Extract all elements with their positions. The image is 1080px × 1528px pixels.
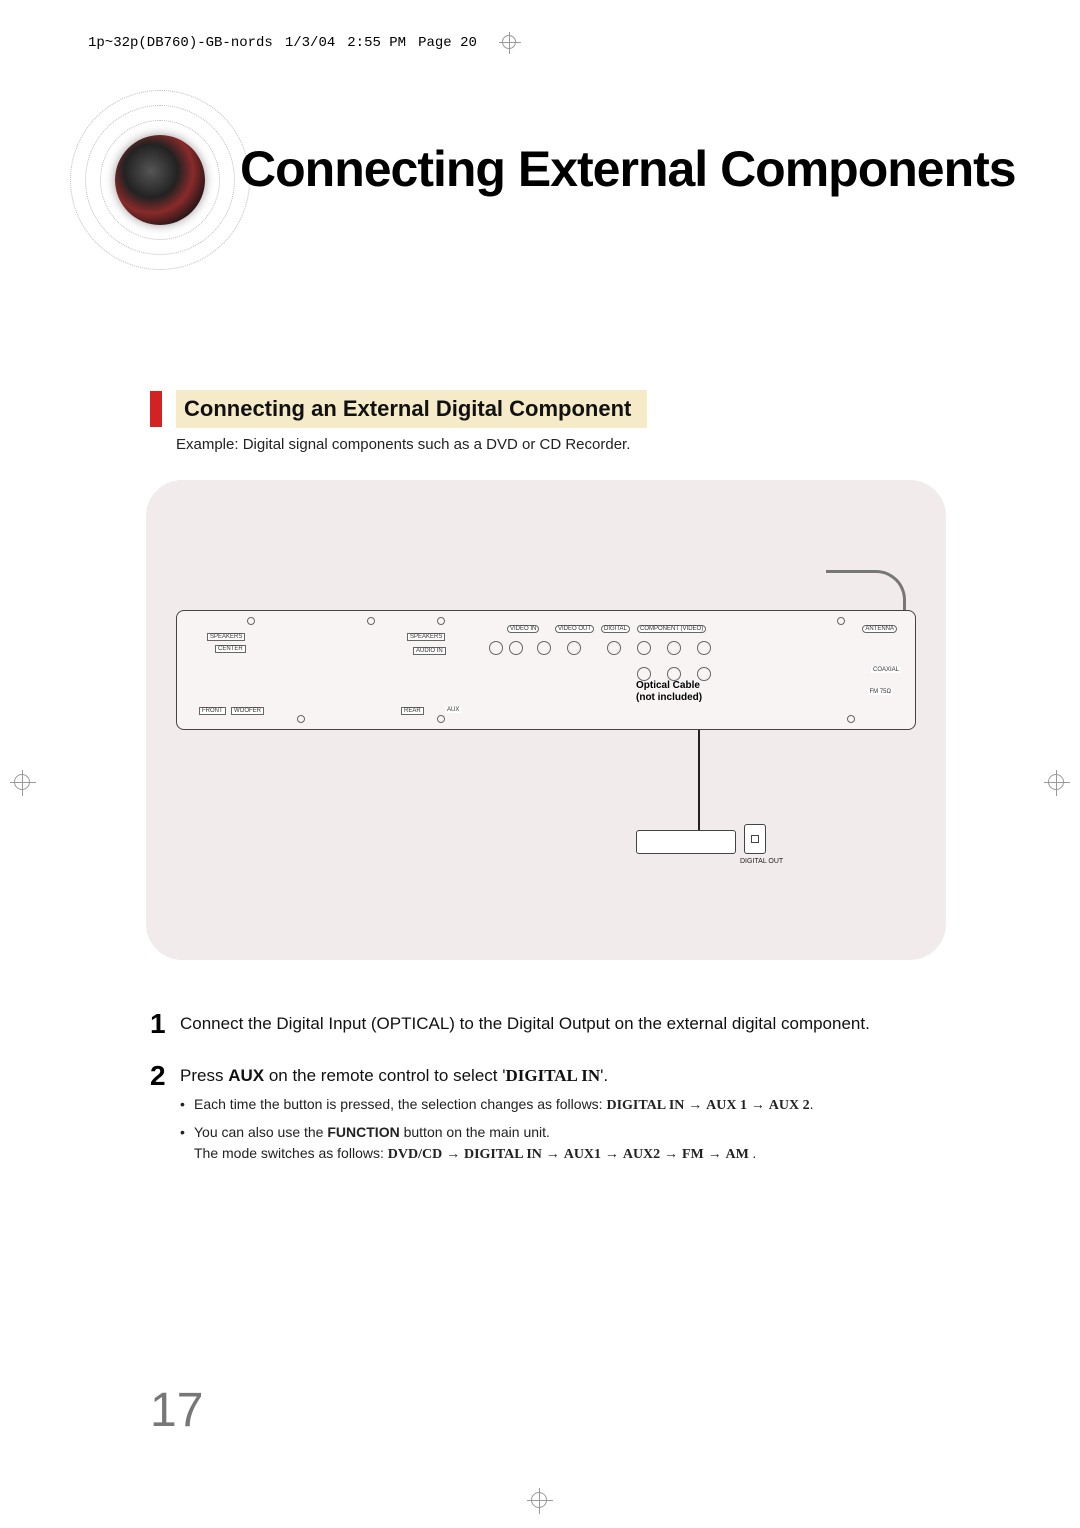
- step-bullets: Each time the button is pressed, the sel…: [180, 1094, 814, 1165]
- connection-diagram: SPEAKERS CENTER FRONT WOOFER SPEAKERS AU…: [146, 480, 946, 960]
- speakers-label: SPEAKERS: [207, 633, 245, 641]
- doc-page-marker: Page 20: [418, 35, 477, 51]
- woofer-label: WOOFER: [231, 707, 264, 715]
- external-device-icon: [636, 830, 736, 854]
- step-body: Connect the Digital Input (OPTICAL) to t…: [180, 1010, 870, 1036]
- step-number: 1: [150, 1010, 180, 1038]
- registration-mark-bottom-icon: [527, 1488, 553, 1514]
- speaker-cone-icon: [115, 135, 205, 225]
- doc-time: 2:55 PM: [347, 35, 406, 51]
- antenna-label: ANTENNA: [862, 625, 897, 633]
- registration-mark-left-icon: [10, 770, 36, 796]
- step-body: Press AUX on the remote control to selec…: [180, 1062, 814, 1171]
- receiver-rear-panel: SPEAKERS CENTER FRONT WOOFER SPEAKERS AU…: [176, 610, 916, 730]
- aux-label: AUX: [445, 707, 461, 713]
- optical-cable-icon: [698, 730, 700, 830]
- page-title: Connecting External Components: [240, 140, 1016, 198]
- front-label: FRONT: [199, 707, 226, 715]
- page-number: 17: [150, 1383, 203, 1438]
- registration-mark-right-icon: [1044, 770, 1070, 796]
- component-label: COMPONENT (VIDEO): [637, 625, 706, 633]
- coaxial-label: COAXIAL: [871, 667, 901, 673]
- audio-in-label: AUDIO IN: [413, 647, 446, 655]
- video-in-label: VIDEO IN: [507, 625, 539, 633]
- digital-out-label: DIGITAL OUT: [740, 858, 783, 865]
- speakers-label-r: SPEAKERS: [407, 633, 445, 641]
- digital-out-port-icon: [744, 824, 766, 854]
- optical-cable-label: Optical Cable (not included): [636, 680, 702, 704]
- manual-page: 1p~32p(DB760)-GB-nords 1/3/04 2:55 PM Pa…: [0, 0, 1080, 1528]
- rear-label: REAR: [401, 707, 424, 715]
- instruction-steps: 1Connect the Digital Input (OPTICAL) to …: [150, 1010, 950, 1195]
- bullet-item: You can also use the FUNCTION button on …: [180, 1122, 814, 1165]
- section-title: Connecting an External Digital Component: [176, 390, 647, 428]
- step: 2Press AUX on the remote control to sele…: [150, 1062, 950, 1171]
- bullet-item: Each time the button is pressed, the sel…: [180, 1094, 814, 1116]
- fm-label: FM 75Ω: [868, 689, 894, 695]
- center-label: CENTER: [215, 645, 246, 653]
- video-out-label: VIDEO OUT: [555, 625, 594, 633]
- digital-label: DIGITAL: [601, 625, 630, 633]
- speaker-decorative-graphic: [60, 80, 260, 280]
- step: 1Connect the Digital Input (OPTICAL) to …: [150, 1010, 950, 1038]
- step-number: 2: [150, 1062, 180, 1090]
- doc-ref: 1p~32p(DB760)-GB-nords: [88, 35, 273, 51]
- print-header: 1p~32p(DB760)-GB-nords 1/3/04 2:55 PM Pa…: [88, 32, 533, 54]
- registration-mark-top-icon: [499, 32, 521, 54]
- section-example: Example: Digital signal components such …: [176, 436, 630, 453]
- section-header: Connecting an External Digital Component: [150, 390, 647, 428]
- doc-date: 1/3/04: [285, 35, 335, 51]
- accent-bar: [150, 391, 162, 427]
